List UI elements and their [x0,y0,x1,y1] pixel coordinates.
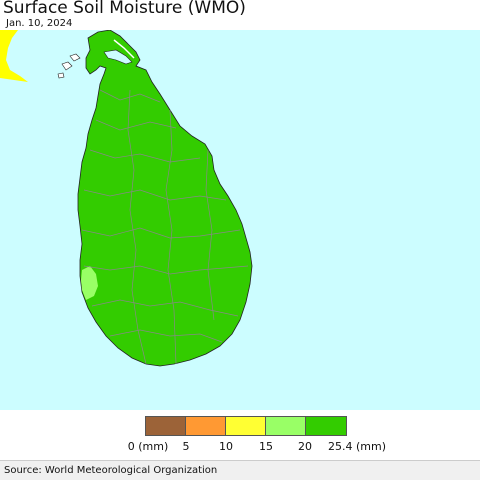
northern-strip [113,39,135,59]
legend-swatch-20-25 [306,417,346,435]
legend-swatch-0-5 [146,417,186,435]
island-west-3 [57,72,65,79]
map-date: Jan. 10, 2024 [6,18,73,29]
map-area [0,30,480,410]
district-boundaries [81,89,249,365]
legend-label-20: 20 [298,440,312,453]
island-west-2 [69,53,81,62]
legend-label-0: 0 (mm) [127,440,169,453]
sri-lanka-map [0,30,253,367]
island-west-1 [61,61,73,71]
map-title: Surface Soil Moisture (WMO) [3,0,246,18]
legend-swatch-5-10 [186,417,226,435]
wet-patch-west-coast [81,266,98,300]
legend-label-25-4: 25.4 (mm) [327,440,387,453]
legend-label-5: 5 [182,440,190,453]
legend-swatch-15-20 [266,417,306,435]
legend-color-bar [145,416,347,436]
legend-label-10: 10 [219,440,233,453]
legend-swatch-10-15 [226,417,266,435]
source-credit: Source: World Meteorological Organizatio… [4,465,218,476]
legend-label-15: 15 [259,440,273,453]
footer-bar: Source: World Meteorological Organizatio… [0,460,480,480]
jaffna-lagoon [103,49,133,65]
india-landmass [0,30,28,82]
